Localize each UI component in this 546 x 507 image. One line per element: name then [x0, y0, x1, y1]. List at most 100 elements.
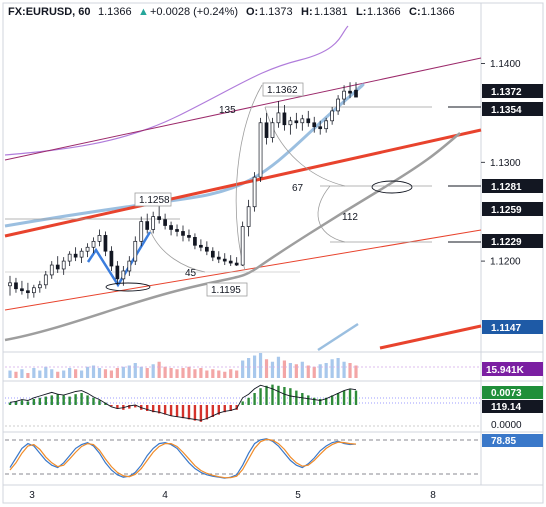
- candle-body: [55, 264, 60, 270]
- candle-body: [145, 221, 150, 230]
- candle-body: [163, 219, 167, 226]
- volume-bar: [288, 363, 292, 378]
- volume-bar: [8, 370, 12, 378]
- candle-body: [169, 225, 173, 230]
- histogram-bar: [342, 390, 346, 405]
- candle-body: [205, 246, 209, 252]
- histogram-bar: [104, 402, 107, 405]
- volume-bar: [247, 358, 251, 378]
- candle-body: [14, 282, 18, 290]
- histogram-bar: [68, 396, 71, 405]
- volume-bar: [151, 364, 155, 378]
- histogram-bar: [92, 397, 95, 405]
- volume-bar: [312, 366, 316, 378]
- candle-body: [324, 120, 329, 130]
- histogram-bar: [151, 405, 155, 413]
- histogram-bar: [235, 405, 238, 410]
- volume-bar: [199, 368, 203, 378]
- volume-bar: [74, 369, 78, 378]
- badge-bg-volume: [482, 362, 543, 376]
- volume-bar: [115, 368, 119, 378]
- candle-body: [348, 90, 352, 94]
- histogram-bar: [223, 405, 226, 413]
- close-label: C:: [409, 6, 421, 18]
- fib-label-135: 135: [219, 105, 236, 116]
- badge-osc-2: 119.14: [491, 402, 521, 413]
- histogram-bar: [26, 401, 30, 405]
- volume-bar: [91, 365, 96, 378]
- histogram-bar: [295, 390, 298, 405]
- volume-bar: [300, 361, 304, 378]
- candle-body: [20, 288, 24, 292]
- volume-bar: [282, 360, 287, 378]
- candle-body: [282, 112, 287, 126]
- histogram-bar: [319, 399, 322, 405]
- candle-body: [246, 206, 251, 227]
- histogram-bar: [86, 395, 89, 405]
- histogram-bar: [217, 405, 220, 415]
- oscillator-line: [9, 384, 357, 421]
- histogram-bar: [8, 402, 12, 405]
- candle-body: [342, 90, 346, 100]
- candle-body: [270, 122, 275, 138]
- volume-bar: [145, 368, 149, 378]
- candle-body: [288, 120, 293, 126]
- histogram-bar: [181, 405, 185, 419]
- price-tick-label: 1.1200: [490, 257, 521, 268]
- candle-body: [294, 120, 299, 124]
- volume-bar: [139, 366, 143, 378]
- stoch-k-line: [9, 438, 357, 479]
- histogram-bar: [307, 395, 310, 405]
- histogram-bar: [187, 405, 191, 420]
- candle-body: [43, 274, 48, 286]
- candle-body: [127, 260, 132, 272]
- time-tick-label: 8: [430, 490, 436, 501]
- candle-body: [234, 262, 239, 266]
- candle-body: [157, 216, 161, 220]
- candle-body: [67, 253, 72, 262]
- price-axis[interactable]: 1.1200 1.1300 1.1400: [481, 59, 521, 268]
- histogram-bar: [336, 393, 340, 405]
- candle-body: [240, 226, 245, 266]
- histogram-bar: [211, 405, 215, 417]
- time-axis[interactable]: 3 4 5 8: [29, 490, 436, 501]
- histogram-bar: [301, 393, 304, 405]
- volume-bar: [32, 368, 36, 378]
- badge-bg-6: [482, 320, 543, 334]
- volume-bar: [50, 369, 54, 378]
- volume-bar: [79, 370, 84, 378]
- histogram-bar: [193, 405, 197, 421]
- close-value: 1.1366: [421, 6, 455, 18]
- histogram-bar: [271, 384, 274, 405]
- histogram-bar: [80, 393, 83, 405]
- volume-bar: [181, 368, 185, 378]
- badge-bg-5: [482, 234, 543, 248]
- ellipse-marker-1: [105, 282, 151, 292]
- candle-body: [8, 282, 12, 287]
- fib-label-112: 112: [342, 212, 358, 223]
- volume-bar: [175, 369, 179, 378]
- volume-bar: [26, 373, 30, 378]
- anno-high-1: 1.1258: [139, 195, 170, 206]
- volume-bar: [348, 363, 352, 378]
- candle-body: [181, 231, 185, 236]
- volume-bar: [163, 366, 167, 378]
- volume-bar: [193, 369, 197, 378]
- stoch-d-line: [9, 438, 357, 479]
- candle-body: [133, 240, 138, 262]
- volume-bar: [205, 370, 209, 378]
- red-trend-line: [4, 128, 482, 238]
- histogram-bar: [157, 405, 161, 414]
- histogram-bar: [62, 395, 65, 405]
- candle-body: [32, 287, 36, 294]
- purple-band-line: [4, 25, 349, 156]
- histogram-bar: [146, 405, 149, 411]
- histogram-bar: [199, 405, 203, 422]
- candle-body: [26, 290, 30, 294]
- histogram-bar: [348, 389, 352, 405]
- candle-body: [37, 284, 42, 289]
- badge-bg-2: [482, 102, 543, 116]
- high-value: 1.1381: [314, 6, 348, 18]
- ellipse-marker-2: [371, 180, 413, 194]
